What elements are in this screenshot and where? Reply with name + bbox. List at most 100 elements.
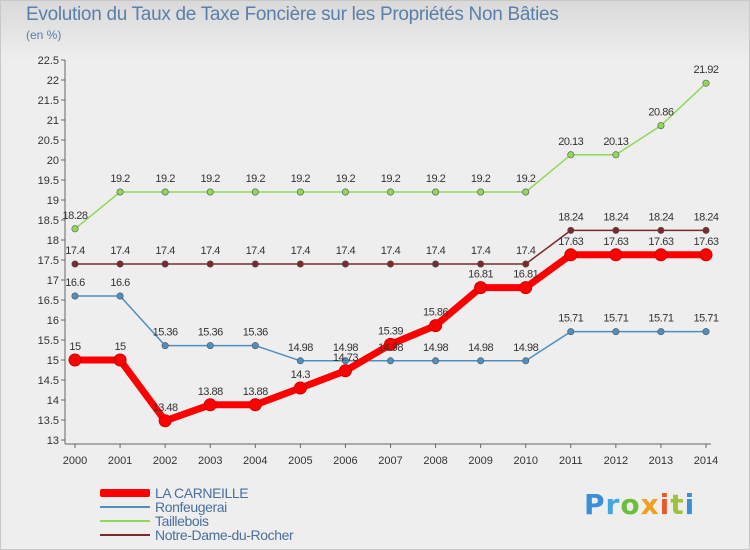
data-point	[341, 357, 349, 365]
data-point	[477, 188, 485, 196]
data-point	[702, 328, 710, 336]
data-label: 15.71	[603, 313, 628, 325]
y-tick-label: 20	[47, 155, 59, 167]
x-tick-label: 2012	[604, 455, 628, 467]
y-tick-label: 16.5	[38, 295, 59, 307]
data-label: 15.86	[423, 307, 448, 319]
data-point	[657, 328, 665, 336]
data-label: 19.2	[471, 173, 491, 185]
x-tick-label: 2008	[423, 455, 447, 467]
logo-letter: t	[670, 488, 685, 521]
data-point	[71, 260, 79, 268]
data-label: 17.4	[110, 245, 130, 257]
data-point	[609, 248, 623, 262]
y-tick-label: 18.5	[38, 215, 59, 227]
x-tick-label: 2014	[694, 455, 718, 467]
data-label: 19.2	[336, 173, 356, 185]
data-label: 18.28	[62, 210, 87, 222]
data-point	[71, 225, 79, 233]
data-point	[612, 151, 620, 159]
series-line	[74, 82, 707, 230]
y-tick-label: 22.5	[38, 55, 59, 67]
data-point	[203, 398, 217, 412]
data-label: 17.4	[471, 245, 491, 257]
data-label: 14.3	[291, 369, 311, 381]
data-point	[161, 188, 169, 196]
data-label: 14.98	[423, 342, 448, 354]
data-label: 18.24	[648, 211, 673, 223]
data-label: 15.71	[558, 313, 583, 325]
legend-label-notre-dame-du-rocher: Notre-Dame-du-Rocher	[155, 527, 294, 543]
data-point	[432, 260, 440, 268]
logo-letter: r	[605, 488, 621, 521]
data-label: 19.2	[155, 173, 175, 185]
data-point	[251, 188, 259, 196]
data-label: 17.4	[246, 245, 266, 257]
data-label: 17.4	[426, 245, 446, 257]
data-point	[206, 188, 214, 196]
chart-subtitle: (en %)	[26, 28, 62, 42]
logo-letter: o	[620, 488, 641, 521]
data-label: 15	[69, 341, 81, 353]
y-tick-label: 14.5	[38, 375, 59, 387]
legend-label-la-carneille: LA CARNEILLE	[155, 485, 249, 501]
data-label: 16.6	[65, 277, 85, 289]
data-point	[206, 260, 214, 268]
data-point	[113, 353, 127, 367]
data-label: 18.24	[603, 211, 628, 223]
data-label: 18.24	[693, 211, 718, 223]
y-tick-label: 21.5	[38, 95, 59, 107]
data-point	[341, 260, 349, 268]
data-label: 16.6	[110, 277, 130, 289]
data-point	[386, 357, 394, 365]
legend-label-taillebois: Taillebois	[155, 513, 209, 529]
data-point	[386, 260, 394, 268]
data-label: 20.86	[648, 107, 673, 119]
data-point	[432, 188, 440, 196]
data-point	[657, 122, 665, 130]
data-point	[477, 357, 485, 365]
data-label: 19.2	[381, 173, 401, 185]
data-point	[248, 398, 262, 412]
proxiti-logo: Proxiti	[584, 488, 695, 521]
data-label: 17.4	[201, 245, 221, 257]
data-point	[71, 292, 79, 300]
y-tick-label: 19	[47, 195, 59, 207]
x-tick-label: 2006	[333, 455, 357, 467]
y-tick-label: 19.5	[38, 175, 59, 187]
data-label: 15.36	[198, 327, 223, 339]
data-label: 17.63	[558, 236, 583, 248]
data-point	[657, 226, 665, 234]
data-label: 13.48	[153, 402, 178, 414]
data-point	[384, 337, 397, 351]
data-label: 19.2	[426, 173, 446, 185]
legend-swatch-notre-dame-du-rocher	[100, 534, 150, 536]
data-label: 14.98	[333, 342, 358, 354]
data-label: 13.88	[243, 386, 268, 398]
data-point	[251, 260, 259, 268]
data-label: 14.98	[378, 342, 403, 354]
data-label: 16.81	[468, 269, 493, 281]
data-label: 13.88	[198, 386, 223, 398]
data-label: 15.71	[693, 313, 718, 325]
x-tick-label: 2003	[198, 455, 222, 467]
y-tick-label: 20.5	[38, 135, 59, 147]
data-label: 20.13	[558, 136, 583, 148]
y-tick-label: 14	[47, 395, 59, 407]
legend-swatch-la-carneille	[100, 489, 150, 497]
data-point	[293, 381, 307, 395]
data-point	[612, 328, 620, 336]
data-label: 15.71	[648, 313, 673, 325]
line-chart: 13 13.5 14 14.5 15 15.5 16 16.5 17 17.5 18 18.5 19 19…	[38, 55, 720, 467]
y-tick-label: 22	[47, 75, 59, 87]
data-point	[251, 342, 259, 350]
data-point	[116, 260, 124, 268]
data-label: 19.2	[201, 173, 221, 185]
data-label: 14.98	[468, 342, 493, 354]
x-tick-label: 2000	[63, 455, 87, 467]
data-point	[161, 342, 169, 350]
data-label: 14.98	[513, 342, 538, 354]
y-tick-label: 16	[47, 315, 59, 327]
data-label: 20.13	[603, 136, 628, 148]
